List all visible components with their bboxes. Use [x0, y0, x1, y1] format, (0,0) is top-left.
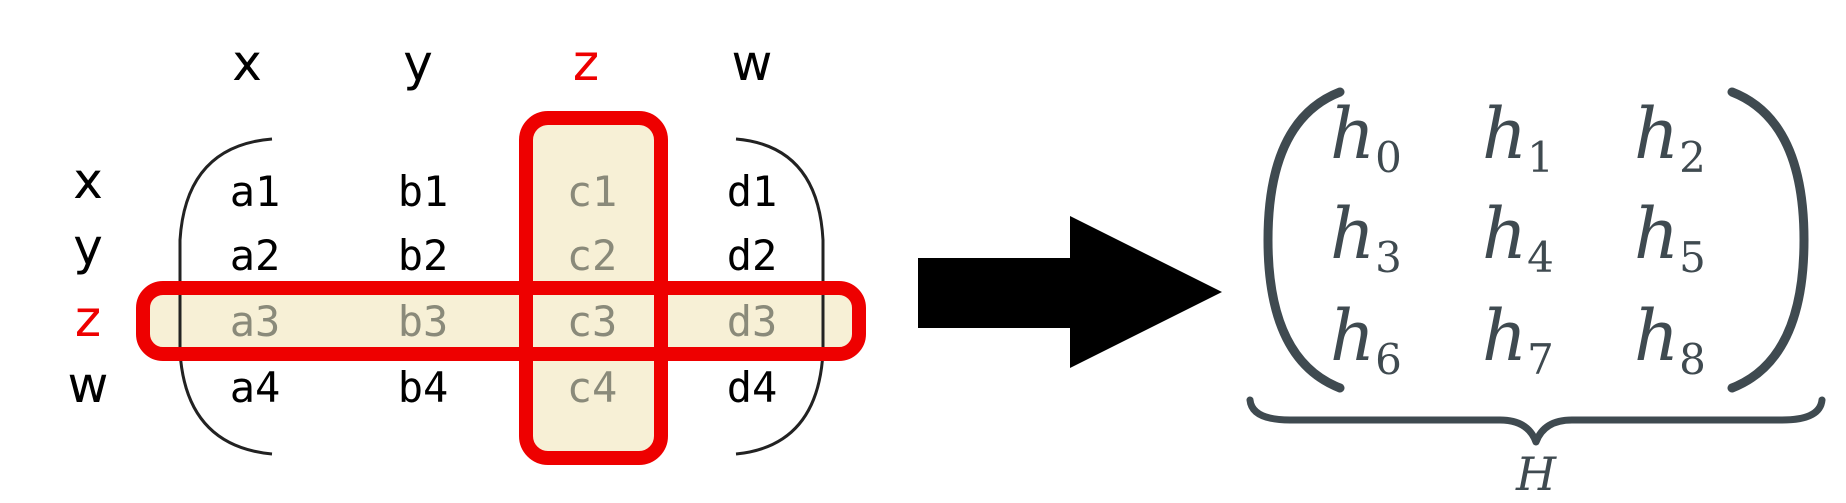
entry-h8-symbol: h: [1634, 295, 1679, 377]
cell-d2: d2: [727, 231, 778, 280]
cell-c4: c4: [567, 363, 618, 412]
cell-c1: c1: [567, 167, 618, 216]
cell-c2: c2: [567, 231, 618, 280]
underbrace-icon: [1246, 396, 1826, 446]
underbrace-label: H: [1515, 447, 1557, 501]
entry-h4-index: 4: [1527, 233, 1554, 282]
left-matrix-open-paren: [178, 137, 273, 456]
entry-h3-symbol: h: [1330, 193, 1375, 275]
left-matrix-cells: a1 b1 c1 d1 a2 b2 c2 d2 a3 b3 c3 d3 a4 b…: [230, 167, 778, 412]
cell-a2: a2: [230, 231, 281, 280]
arrow-right-icon: [918, 216, 1222, 368]
highlight-outlines: [136, 111, 866, 465]
entry-h7-symbol: h: [1482, 295, 1527, 377]
column-headers: x y z w: [232, 34, 772, 92]
entry-h6: h6: [1330, 295, 1402, 384]
entry-h3-index: 3: [1375, 233, 1402, 282]
cell-b1: b1: [398, 167, 449, 216]
entry-h4-symbol: h: [1482, 193, 1527, 275]
col-header-y: y: [403, 34, 433, 92]
row-header-x: x: [73, 152, 103, 210]
cell-a4: a4: [230, 363, 281, 412]
cell-c3: c3: [567, 297, 618, 346]
row-headers: x y z w: [68, 152, 109, 414]
cell-b2: b2: [398, 231, 449, 280]
col-header-w: w: [732, 34, 773, 92]
cell-b3: b3: [398, 297, 449, 346]
entry-h8-index: 8: [1679, 335, 1706, 384]
entry-h2-index: 2: [1679, 133, 1706, 182]
entry-h0-index: 0: [1375, 133, 1402, 182]
entry-h5: h5: [1634, 193, 1706, 282]
row-header-w: w: [68, 356, 109, 414]
entry-h4: h4: [1482, 193, 1554, 282]
cell-d1: d1: [727, 167, 778, 216]
left-matrix-close-paren: [735, 137, 825, 456]
entry-h1-symbol: h: [1482, 93, 1527, 175]
entry-h7: h7: [1482, 295, 1554, 384]
entry-h2: h2: [1634, 93, 1706, 182]
entry-h5-symbol: h: [1634, 193, 1679, 275]
entry-h6-index: 6: [1375, 335, 1402, 384]
entry-h2-symbol: h: [1634, 93, 1679, 175]
entry-h7-index: 7: [1527, 335, 1554, 384]
cell-a3: a3: [230, 297, 281, 346]
right-matrix-close-paren: [1727, 87, 1809, 393]
entry-h1: h1: [1482, 93, 1554, 182]
right-matrix-open-paren: [1263, 87, 1345, 393]
entry-h6-symbol: h: [1330, 295, 1375, 377]
entry-h0-symbol: h: [1330, 93, 1375, 175]
cell-d4: d4: [727, 363, 778, 412]
row-header-z: z: [75, 290, 101, 348]
right-matrix-cells: h0 h1 h2 h3 h4 h5 h6 h7 h8: [1330, 93, 1706, 384]
row-header-y: y: [73, 218, 103, 276]
entry-h3: h3: [1330, 193, 1402, 282]
entry-h1-index: 1: [1527, 133, 1554, 182]
entry-h5-index: 5: [1679, 233, 1706, 282]
entry-h8: h8: [1634, 295, 1706, 384]
highlight-row-outline: [136, 281, 866, 361]
col-header-z: z: [573, 34, 599, 92]
cell-a1: a1: [230, 167, 281, 216]
cell-b4: b4: [398, 363, 449, 412]
highlight-row-fill: [145, 290, 857, 352]
cell-d3: d3: [727, 297, 778, 346]
col-header-x: x: [232, 34, 262, 92]
entry-h0: h0: [1330, 93, 1402, 182]
